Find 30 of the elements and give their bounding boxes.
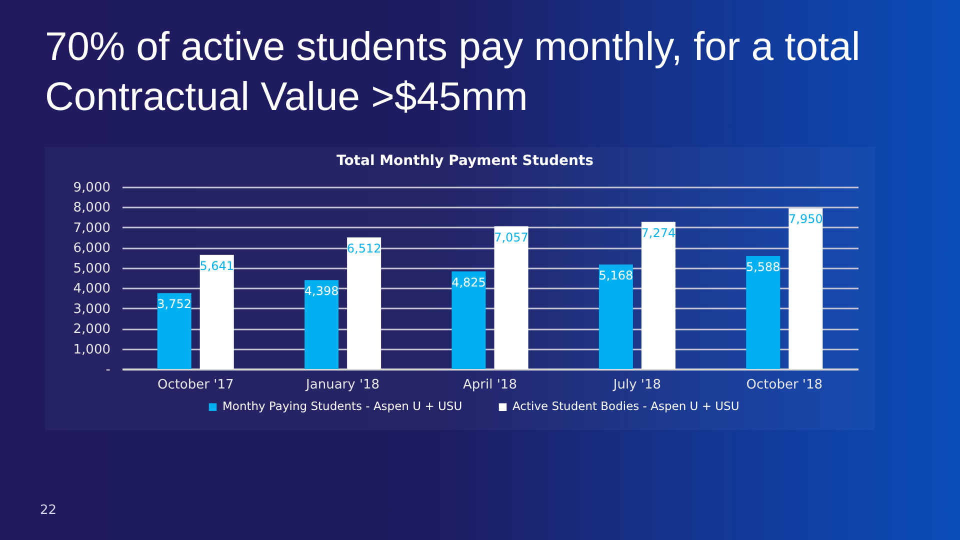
chart-subtitle: Total Monthly Payment Students: [336, 153, 594, 169]
data-label: 3,752: [157, 297, 192, 312]
data-label: 4,398: [304, 284, 339, 298]
y-tick-label: 3,000: [73, 302, 110, 317]
data-label: 5,588: [746, 260, 780, 274]
y-tick-label: 7,000: [73, 220, 110, 236]
legend-label: Monthy Paying Students - Aspen U + USU: [222, 399, 462, 414]
data-label: 7,057: [494, 230, 528, 244]
x-tick-label: July '18: [612, 378, 662, 392]
legend-label: Active Student Bodies - Aspen U + USU: [512, 399, 740, 414]
x-tick-label: October '17: [157, 378, 234, 392]
x-tick-label: January '18: [305, 378, 380, 392]
data-label: 7,274: [641, 226, 676, 240]
data-label: 7,950: [788, 212, 823, 226]
chart-title: 70% of active students pay monthly, for a total Contractual Value >$45mm: [45, 24, 862, 121]
y-tick-label: 1,000: [73, 342, 110, 358]
y-tick-label: 2,000: [73, 322, 110, 338]
text: 22: [40, 503, 57, 518]
y-tick-label: 4,000: [73, 282, 110, 297]
data-label: 4,825: [452, 275, 486, 290]
data-label: 5,641: [200, 258, 234, 273]
y-tick-label: -: [106, 362, 111, 378]
y-tick-label: 8,000: [73, 200, 110, 216]
data-label: 5,168: [598, 268, 634, 282]
y-tick-label: 9,000: [73, 180, 110, 196]
y-tick-label: 6,000: [73, 241, 110, 256]
y-tick-label: 5,000: [73, 261, 110, 276]
x-tick-label: October '18: [746, 378, 823, 392]
data-label: 6,512: [346, 241, 382, 256]
x-tick-label: April '18: [463, 378, 517, 392]
